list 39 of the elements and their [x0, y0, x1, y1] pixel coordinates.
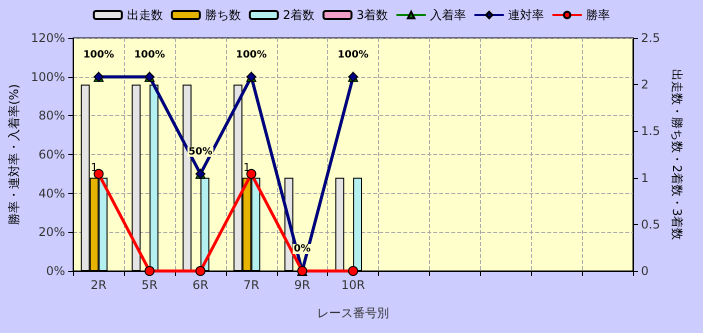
y2-tick-label: 0.5 — [641, 217, 660, 232]
y-tick-label: 100% — [30, 70, 66, 84]
data-label: 100% — [83, 49, 114, 60]
x-tick-label: 2R — [90, 278, 107, 292]
y-tick-label: 80% — [38, 108, 66, 123]
legend-label: 勝ち数 — [204, 8, 241, 22]
y2-axis-title: 出走数・勝ち数・2着数・3着数 — [670, 68, 684, 240]
y-tick-label: 40% — [38, 186, 66, 200]
x-tick-label: 10R — [341, 278, 365, 292]
x-tick-label: 6R — [192, 278, 208, 292]
y-axis-title: 勝率・連対率・入着率(%) — [7, 84, 21, 225]
point — [94, 168, 104, 179]
x-tick-label: 9R — [294, 278, 310, 292]
x-tick-label: 5R — [142, 278, 158, 292]
legend-label: 入着率 — [430, 8, 466, 22]
data-label: 100% — [338, 49, 369, 60]
y-tick-label: 120% — [30, 31, 66, 45]
legend-label: 連対率 — [508, 8, 544, 22]
y2-tick-label: 1.5 — [641, 124, 660, 138]
x-axis-title: レース番号別 — [317, 306, 390, 320]
x-tick-label: 7R — [243, 278, 260, 292]
data-label: 100% — [236, 49, 267, 60]
data-label: 50% — [188, 146, 212, 158]
y2-tick-label: 2 — [641, 78, 649, 92]
y2-tick-label: 0 — [641, 264, 649, 278]
y-tick-label: 20% — [38, 225, 66, 240]
legend-label: 出走数 — [126, 8, 163, 22]
y-tick-label: 60% — [38, 148, 66, 162]
legend-label: 勝率 — [586, 8, 610, 22]
legend-label: 3着数 — [356, 8, 388, 22]
point — [195, 266, 206, 276]
y2-tick-label: 1 — [641, 170, 649, 185]
point — [348, 266, 358, 276]
y2-tick-label: 2.5 — [641, 31, 660, 45]
data-label: 100% — [134, 49, 165, 60]
point — [144, 266, 155, 276]
y-tick-label: 0% — [46, 264, 66, 278]
legend-label: 2着数 — [282, 8, 315, 22]
data-label: 0% — [294, 244, 311, 254]
